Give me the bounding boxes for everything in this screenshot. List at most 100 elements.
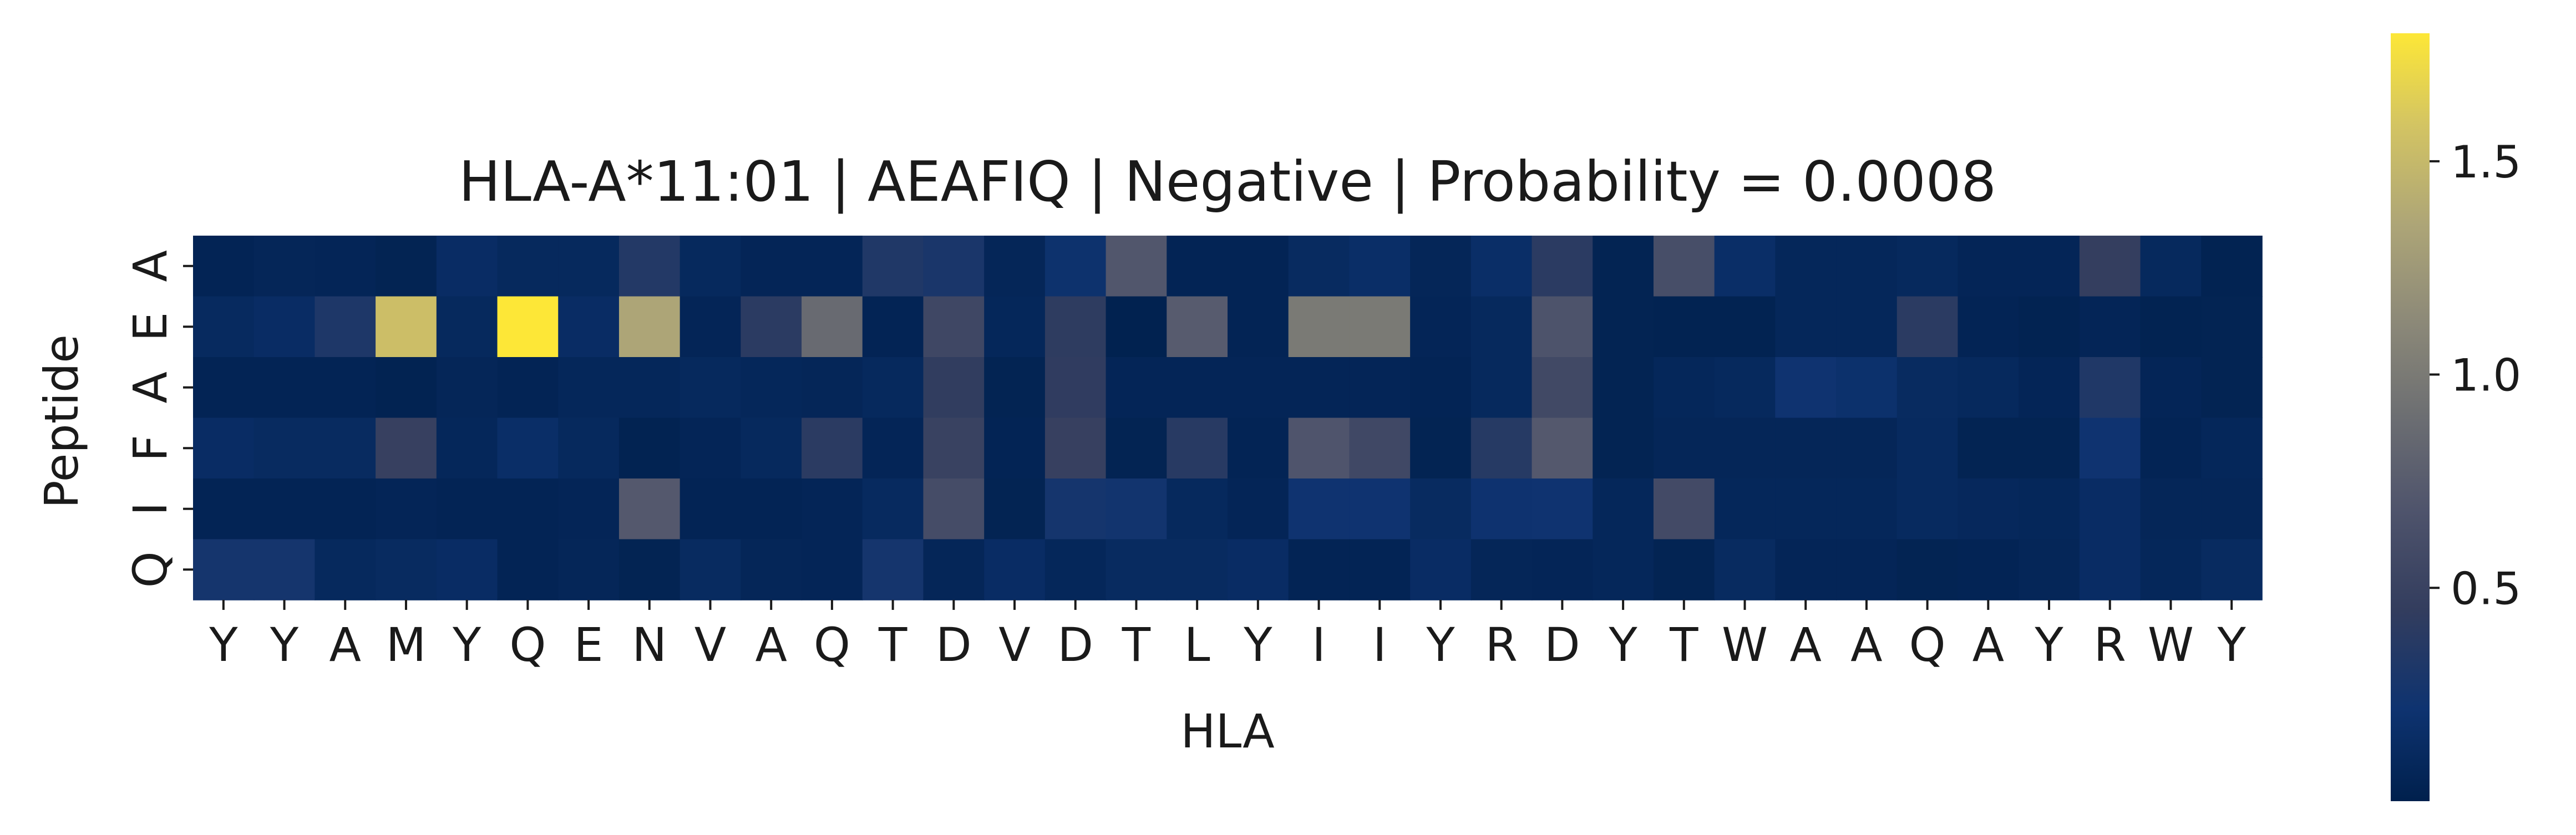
heatmap-cell	[558, 357, 620, 419]
heatmap-cell	[1410, 417, 1472, 479]
heatmap-cell	[1714, 236, 1776, 297]
heatmap-cell	[1044, 539, 1107, 600]
heatmap-cells	[193, 236, 2263, 600]
heatmap-cell	[1349, 417, 1411, 479]
heatmap-cell	[923, 478, 985, 540]
heatmap-cell	[802, 417, 863, 479]
heatmap-cell	[1288, 417, 1350, 479]
heatmap-cell	[436, 236, 498, 297]
y-tick-label: A	[123, 250, 178, 282]
heatmap-cell	[741, 296, 802, 358]
heatmap-cell	[680, 236, 742, 297]
heatmap-cell	[862, 417, 924, 479]
x-tick-label: Y	[1426, 618, 1455, 672]
heatmap-cell	[253, 478, 316, 540]
heatmap-cell	[193, 357, 255, 419]
heatmap-cell	[2019, 539, 2080, 600]
heatmap-cell	[1836, 539, 1898, 600]
heatmap-cell	[923, 539, 985, 600]
x-tick-label: M	[386, 618, 426, 672]
x-tick-label: Y	[1243, 618, 1272, 672]
x-tick-label: Q	[1909, 618, 1946, 672]
heatmap-cell	[1470, 417, 1533, 479]
heatmap-cell	[2079, 539, 2141, 600]
heatmap-cell	[1593, 236, 1654, 297]
heatmap-cell	[1228, 539, 1289, 600]
heatmap-cell	[1653, 539, 1715, 600]
y-tick-label: I	[123, 502, 178, 516]
heatmap-cell	[1044, 478, 1107, 540]
heatmap-cell	[923, 296, 985, 358]
heatmap-cell	[741, 539, 802, 600]
heatmap-cell	[618, 478, 681, 540]
x-tick-label: R	[1485, 618, 1517, 672]
heatmap-cell	[1470, 236, 1533, 297]
heatmap-cell	[862, 539, 924, 600]
x-tick-label: Q	[814, 618, 850, 672]
heatmap-cell	[1349, 539, 1411, 600]
heatmap-cell	[1958, 296, 2019, 358]
heatmap-cell	[1532, 417, 1594, 479]
heatmap-cell	[862, 478, 924, 540]
heatmap-cell	[1896, 417, 1959, 479]
heatmap-cell	[1228, 357, 1289, 419]
x-tick-label: E	[574, 618, 604, 672]
heatmap-cell	[984, 539, 1046, 600]
heatmap-cell	[1349, 236, 1411, 297]
heatmap-cell	[2201, 417, 2263, 479]
heatmap-cell	[1044, 417, 1107, 479]
heatmap-cell	[1775, 296, 1837, 358]
heatmap-cell	[315, 539, 376, 600]
heatmap-cell	[1775, 478, 1837, 540]
heatmap-cell	[1044, 296, 1107, 358]
heatmap-cell	[1228, 478, 1289, 540]
heatmap-cell	[2019, 357, 2080, 419]
heatmap-cell	[1653, 357, 1715, 419]
heatmap-cell	[1836, 296, 1898, 358]
heatmap-cell	[862, 236, 924, 297]
heatmap-cell	[2201, 296, 2263, 358]
heatmap-cell	[2019, 417, 2080, 479]
heatmap-cell	[1714, 357, 1776, 419]
heatmap-cell	[1167, 478, 1228, 540]
heatmap-cell	[1532, 357, 1594, 419]
heatmap-cell	[558, 539, 620, 600]
heatmap-cell	[2201, 236, 2263, 297]
heatmap-cell	[802, 296, 863, 358]
heatmap-cell	[1896, 357, 1959, 419]
heatmap-cell	[1714, 478, 1776, 540]
heatmap-cell	[497, 417, 559, 479]
heatmap-cell	[497, 296, 559, 358]
heatmap-cell	[253, 357, 316, 419]
heatmap-cell	[1106, 417, 1168, 479]
heatmap-cell	[1167, 539, 1228, 600]
x-tick-label: T	[1122, 618, 1151, 672]
heatmap-cell	[1349, 357, 1411, 419]
x-tick-label: Y	[209, 618, 238, 672]
heatmap-cell	[1775, 236, 1837, 297]
heatmap-cell	[1106, 296, 1168, 358]
heatmap-cell	[1410, 357, 1472, 419]
heatmap-cell	[2019, 296, 2080, 358]
x-tick-label: L	[1184, 618, 1210, 672]
colorbar-tick-label: 0.5	[2451, 563, 2521, 614]
heatmap-cell	[2019, 236, 2080, 297]
heatmap-cell	[1532, 539, 1594, 600]
x-tick-label: T	[1669, 618, 1698, 672]
heatmap-cell	[984, 296, 1046, 358]
heatmap-cell	[1288, 478, 1350, 540]
x-tick-label: Q	[509, 618, 546, 672]
x-tick-label: I	[1312, 618, 1326, 672]
heatmap-cell	[1106, 539, 1168, 600]
heatmap-cell	[984, 236, 1046, 297]
heatmap-cell	[1836, 478, 1898, 540]
heatmap-cell	[1288, 236, 1350, 297]
heatmap-cell	[2201, 357, 2263, 419]
heatmap-cell	[741, 357, 802, 419]
heatmap-cell	[1288, 357, 1350, 419]
chart-title: HLA-A*11:01 | AEAFIQ | Negative | Probab…	[459, 149, 1996, 214]
heatmap-cell	[315, 296, 376, 358]
heatmap-cell	[862, 296, 924, 358]
heatmap-cell	[558, 417, 620, 479]
heatmap-cell	[376, 236, 437, 297]
